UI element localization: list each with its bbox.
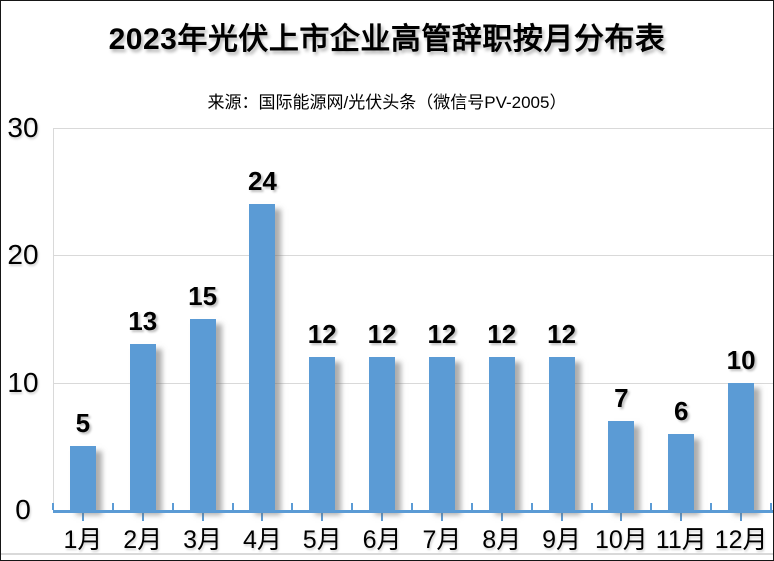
x-axis-center-tick (261, 513, 264, 521)
x-axis-center-tick (620, 513, 623, 521)
x-axis-center-tick (141, 513, 144, 521)
y-axis-line (53, 128, 54, 510)
x-axis-boundary-tick (291, 503, 294, 510)
x-axis-category-label: 2月 (123, 526, 163, 554)
y-axis-tick-label: 30 (7, 112, 39, 143)
y-axis-tick-label: 20 (7, 239, 39, 271)
x-axis-center-tick (500, 513, 503, 521)
x-axis-category-label: 11月 (655, 526, 707, 554)
bar-8月 (488, 357, 515, 510)
x-axis-category-label: 9月 (542, 526, 582, 554)
x-axis-boundary-tick (650, 503, 653, 510)
bar-value-label: 12 (307, 319, 337, 350)
bar-11月 (668, 433, 695, 510)
x-axis-category-label: 6月 (362, 526, 402, 554)
y-gridline (53, 128, 773, 129)
x-axis-center-tick (201, 513, 204, 521)
bar-value-label: 10 (726, 344, 756, 375)
x-axis-center-tick (680, 513, 683, 521)
x-axis-center-tick (81, 513, 84, 521)
bar-4月 (249, 204, 276, 510)
x-axis-category-label: 7月 (422, 526, 462, 554)
bar-9月 (548, 357, 575, 510)
bar-value-label: 13 (128, 306, 158, 337)
x-axis-center-tick (440, 513, 443, 521)
bar-6月 (369, 357, 396, 510)
x-axis-center-tick (321, 513, 324, 521)
x-axis-category-label: 12月 (714, 526, 768, 554)
x-axis-boundary-tick (351, 503, 354, 510)
x-axis-line (53, 510, 773, 513)
x-axis-category-label: 10月 (595, 526, 648, 554)
x-axis-boundary-tick (171, 503, 174, 510)
bar-value-label: 15 (188, 281, 218, 311)
bar-2月 (129, 344, 156, 510)
x-axis-category-label: 3月 (183, 526, 223, 554)
y-gridline (53, 382, 773, 384)
bar-value-label: 12 (427, 319, 457, 350)
x-axis-boundary-tick (770, 503, 772, 510)
x-axis-boundary-tick (530, 503, 533, 510)
x-axis-center-tick (560, 513, 563, 521)
bar-value-label: 7 (614, 382, 629, 413)
x-axis-boundary-tick (52, 503, 54, 510)
bar-value-label: 12 (547, 319, 577, 350)
x-axis-boundary-tick (470, 503, 473, 510)
x-axis-category-label: 5月 (302, 526, 342, 554)
bar-value-label: 6 (674, 395, 689, 426)
bar-10月 (608, 420, 635, 510)
x-axis-boundary-tick (111, 503, 114, 510)
bar-value-label: 5 (75, 408, 91, 439)
chart-title: 2023年光伏上市企业高管辞职按月分布表 (108, 23, 666, 56)
bar-value-label: 12 (367, 319, 397, 350)
y-axis-tick-label: 10 (7, 366, 39, 398)
x-axis-center-tick (740, 513, 743, 521)
bar-7月 (428, 357, 455, 510)
bottom-divider-line (1, 553, 773, 555)
x-axis-center-tick (381, 513, 384, 521)
x-axis-boundary-tick (710, 503, 713, 510)
x-axis-boundary-tick (411, 503, 413, 510)
x-axis-boundary-tick (231, 503, 234, 510)
x-axis-category-label: 8月 (482, 526, 522, 554)
x-axis-boundary-tick (590, 503, 593, 510)
bar-value-label: 12 (487, 319, 517, 350)
bar-3月 (189, 319, 216, 510)
bar-12月 (728, 382, 755, 510)
x-axis-category-label: 4月 (242, 526, 282, 554)
x-axis-category-label: 1月 (63, 526, 103, 554)
bar-value-label: 24 (247, 166, 277, 197)
y-axis-tick-label: 0 (15, 494, 31, 525)
bar-5月 (309, 357, 336, 510)
chart-source-subtitle: 来源：国际能源网/光伏头条（微信号PV-2005） (207, 93, 567, 112)
y-gridline (53, 255, 773, 257)
bar-1月 (69, 446, 96, 510)
